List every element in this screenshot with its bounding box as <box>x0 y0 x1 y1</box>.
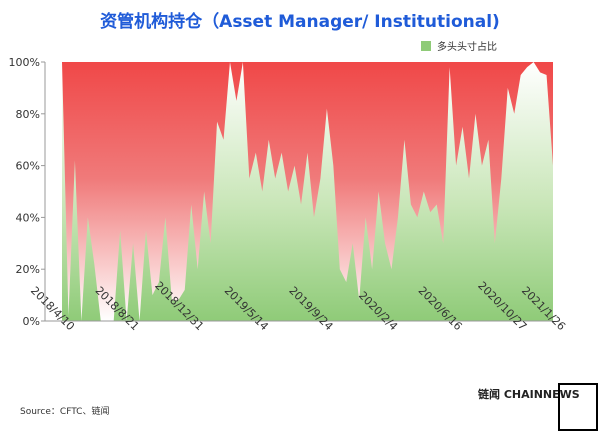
area <box>62 62 553 321</box>
y-tick-label: 60% <box>16 160 40 173</box>
y-tick-label: 80% <box>16 108 40 121</box>
y-tick-label: 20% <box>16 263 40 276</box>
chart-title: 资管机构持仓（Asset Manager/ Institutional) <box>100 11 500 32</box>
source: Source：CFTC、链闻 <box>20 405 109 417</box>
logo-box <box>558 383 598 431</box>
watermark: 链闻 CHAINNEWS <box>478 387 580 401</box>
y-tick-label: 0% <box>23 315 40 328</box>
y-tick-label: 100% <box>9 56 40 69</box>
legend-swatch <box>421 41 431 51</box>
y-tick-label: 40% <box>16 211 40 224</box>
legend-label: 多头头寸占比 <box>437 40 497 53</box>
